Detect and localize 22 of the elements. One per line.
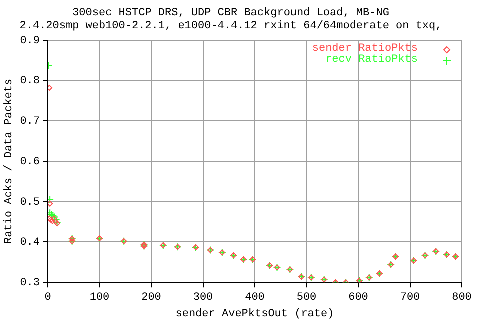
y-tick-label: 0.9 <box>20 35 40 48</box>
y-tick-label: 0.8 <box>20 76 40 88</box>
x-axis-title: sender AvePktsOut (rate) <box>176 308 334 320</box>
y-tick-label: 0.7 <box>20 116 40 128</box>
x-tick-label: 300 <box>193 292 214 304</box>
legend-label: recv RatioPkts <box>326 54 418 66</box>
x-tick-label: 100 <box>90 292 110 304</box>
x-tick-label: 700 <box>400 292 420 304</box>
x-tick-label: 600 <box>348 292 368 304</box>
y-tick-label: 0.6 <box>20 156 40 168</box>
x-tick-label: 200 <box>142 292 162 304</box>
chart-title: 300sec HSTCP DRS, UDP CBR Background Load, MB-NG <box>72 8 390 20</box>
y-tick-label: 0.4 <box>20 237 40 250</box>
y-tick-label: 0.5 <box>20 196 40 209</box>
x-tick-label: 800 <box>452 292 472 304</box>
chart-subtitle: 2.4.20smp web100-2.2.1, e1000-4.4.12 rxint 64/64moderate on txq, <box>20 20 442 33</box>
y-axis-title: Ratio Acks / Data Packets <box>4 78 16 244</box>
x-tick-label: 400 <box>245 292 265 304</box>
y-tick-label: 0.3 <box>20 278 40 290</box>
legend-label: sender RatioPkts <box>312 43 418 56</box>
x-tick-label: 0 <box>44 292 52 304</box>
x-tick-label: 500 <box>296 292 317 304</box>
